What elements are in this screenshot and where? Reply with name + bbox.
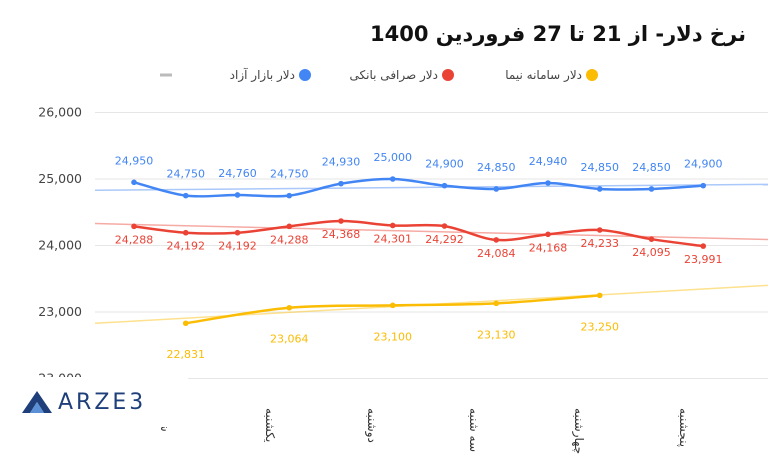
y-tick-label: 26,000	[38, 105, 82, 120]
legend-marker	[442, 69, 454, 81]
data-point	[700, 243, 707, 249]
data-point	[596, 227, 603, 233]
data-point	[596, 186, 603, 192]
x-tick-label: چهارشنبه	[571, 408, 586, 454]
data-point	[234, 192, 241, 198]
data-label: 24,850	[581, 161, 620, 174]
data-label: 22,831	[167, 348, 206, 361]
brand-name: ARZE3	[58, 389, 147, 415]
data-label: 24,760	[218, 167, 257, 180]
x-tick-label: دوشنبه	[364, 408, 379, 443]
y-tick-label: 24,000	[38, 238, 82, 253]
brand-arrow-icon	[22, 391, 52, 413]
data-label: 24,233	[581, 237, 620, 250]
data-label: 24,750	[167, 168, 206, 181]
data-label: 24,750	[270, 168, 309, 181]
data-point	[441, 223, 448, 229]
data-point	[700, 182, 707, 189]
data-point	[182, 320, 189, 327]
data-label: 24,900	[425, 158, 464, 171]
trend-line	[94, 222, 768, 241]
data-label: 23,064	[270, 333, 309, 346]
chart-title: نرخ دلار- از 21 تا 27 فروردین 1400	[370, 22, 746, 46]
data-label: 24,192	[218, 240, 257, 253]
brand-logo: ARZE3	[0, 377, 188, 427]
x-tick-label: سه شنبه	[467, 408, 481, 452]
legend-label: دلار سامانه نیما	[505, 68, 582, 83]
data-label: 24,288	[270, 233, 309, 246]
data-point	[131, 179, 137, 186]
data-point	[648, 236, 655, 242]
data-point	[286, 192, 293, 199]
data-label: 24,950	[115, 154, 154, 167]
data-point	[234, 229, 241, 236]
data-point	[286, 223, 293, 230]
data-label: 24,095	[632, 246, 671, 259]
data-label: 23,130	[477, 328, 516, 341]
legend-marker	[586, 69, 598, 81]
x-tick-label: پنجشنبه	[677, 408, 691, 447]
x-tick-label: یکشنبه	[263, 408, 277, 442]
data-label: 24,301	[374, 232, 413, 245]
data-point	[182, 192, 189, 199]
data-point	[493, 186, 500, 192]
legend-label: دلار صرافی بانکی	[350, 68, 438, 83]
data-label: 24,368	[322, 228, 361, 241]
series-line	[133, 219, 704, 248]
data-point	[648, 186, 655, 192]
data-point	[493, 300, 500, 307]
data-label: 23,991	[684, 253, 723, 266]
legend-label: دلار بازار آزاد	[230, 67, 295, 83]
data-point	[338, 218, 344, 224]
series-line	[133, 177, 704, 198]
data-label: 25,000	[374, 151, 413, 164]
data-point	[545, 180, 551, 186]
series-line	[185, 294, 600, 325]
data-label: 23,250	[581, 320, 620, 333]
trend-line	[94, 183, 768, 192]
data-label: 24,168	[529, 241, 568, 254]
data-point	[441, 182, 448, 189]
y-tick-label: 23,000	[38, 304, 82, 319]
data-label: 24,930	[322, 156, 361, 169]
data-label: 24,940	[529, 155, 568, 168]
data-point	[545, 231, 551, 238]
data-point	[596, 292, 603, 299]
data-label: 24,288	[115, 233, 154, 246]
data-point	[131, 223, 137, 230]
data-label: 24,850	[477, 161, 516, 174]
y-tick-label: 25,000	[38, 171, 82, 186]
data-label: 24,292	[425, 233, 464, 246]
data-label: 24,900	[684, 158, 723, 171]
data-label: 24,192	[167, 240, 206, 253]
data-label: 24,850	[632, 161, 671, 174]
data-point	[182, 229, 189, 236]
data-point	[389, 222, 396, 229]
data-point	[286, 304, 293, 311]
data-point	[338, 180, 344, 187]
data-label: 23,100	[374, 330, 413, 343]
data-point	[389, 176, 396, 182]
data-point	[493, 237, 500, 243]
data-label: 24,084	[477, 247, 516, 260]
legend-marker	[299, 69, 311, 81]
data-point	[389, 302, 396, 309]
